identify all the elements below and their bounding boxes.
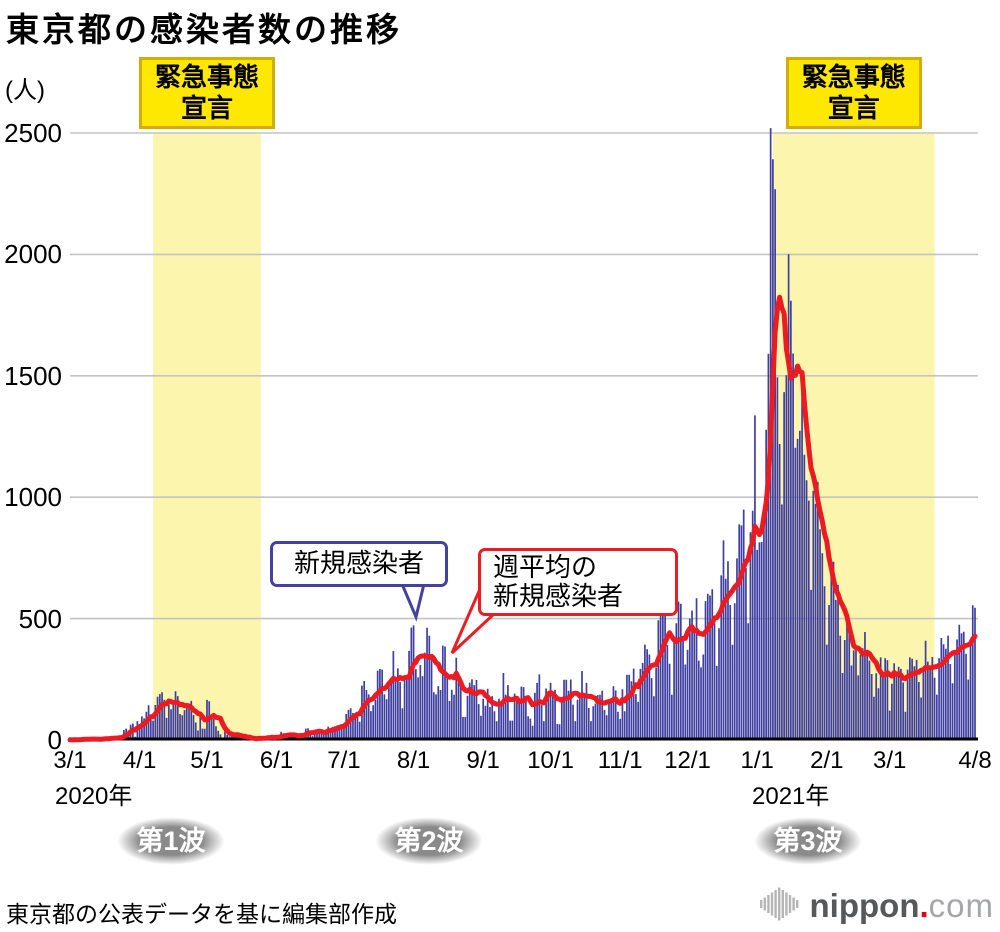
wave1-badge: 第1波 (108, 813, 234, 869)
wave3-badge: 第3波 (745, 813, 871, 869)
x-tick-9-1: 9/1 (466, 747, 500, 774)
emergency-label-line2: 宣言 (827, 93, 880, 123)
daily-cases-callout: 新規感染者 (270, 541, 448, 587)
logo-text-com: com (928, 887, 994, 924)
x-tick-4-1: 4/1 (122, 747, 157, 774)
x-tick-10-1: 10/1 (527, 747, 574, 774)
chart-canvas (67, 128, 978, 743)
emergency-label-line1: 緊急事態 (801, 62, 906, 92)
x-tick-4-8: 4/8 (958, 747, 992, 774)
logo-dot: . (919, 887, 929, 924)
x-tick-7-1: 7/1 (327, 747, 361, 774)
x-tick-6-1: 6/1 (259, 747, 294, 774)
year-label-2021: 2021年 (752, 783, 830, 810)
emergency-declaration-box-2: 緊急事態 宣言 (785, 57, 922, 129)
x-tick-1-1: 1/1 (740, 747, 774, 774)
emergency-label-line1: 緊急事態 (154, 62, 259, 92)
weekly-average-line (67, 294, 978, 743)
y-tick-1500: 1500 (4, 360, 62, 391)
year-label-2020: 2020年 (55, 783, 133, 810)
page-title: 東京都の感染者数の推移 (6, 11, 402, 48)
x-tick-2-1: 2/1 (810, 747, 844, 774)
soundwave-icon (759, 887, 798, 921)
x-tick-3-1: 3/1 (872, 747, 907, 774)
y-axis-unit: (人) (5, 77, 45, 104)
x-tick-12-1: 12/1 (664, 747, 711, 774)
plot-area (67, 128, 980, 743)
emergency-declaration-box-1: 緊急事態 宣言 (138, 57, 275, 129)
y-tick-2000: 2000 (4, 239, 62, 270)
weekly-average-callout: 週平均の 新規感染者 (478, 548, 678, 616)
y-tick-2500: 2500 (4, 118, 62, 148)
data-source-note: 東京都の公表データを基に編集部作成 (6, 901, 397, 927)
weekly-average-label-line2: 新規感染者 (493, 581, 624, 611)
x-tick-11-1: 11/1 (597, 747, 643, 774)
emergency-label-line2: 宣言 (180, 93, 233, 123)
y-tick-1000: 1000 (4, 482, 62, 513)
x-tick-8-1: 8/1 (396, 747, 431, 774)
x-tick-5-1: 5/1 (190, 747, 224, 774)
emergency-band-1 (153, 133, 261, 740)
x-tick-3-1: 3/1 (53, 747, 87, 774)
weekly-average-label-line1: 週平均の (493, 552, 598, 582)
wave2-badge: 第2波 (366, 813, 492, 869)
y-tick-0: 0 (47, 725, 62, 755)
y-tick-500: 500 (18, 603, 62, 634)
logo-text-nippon: nippon (809, 887, 920, 924)
nippon-com-logo: nippon. com (759, 886, 994, 924)
